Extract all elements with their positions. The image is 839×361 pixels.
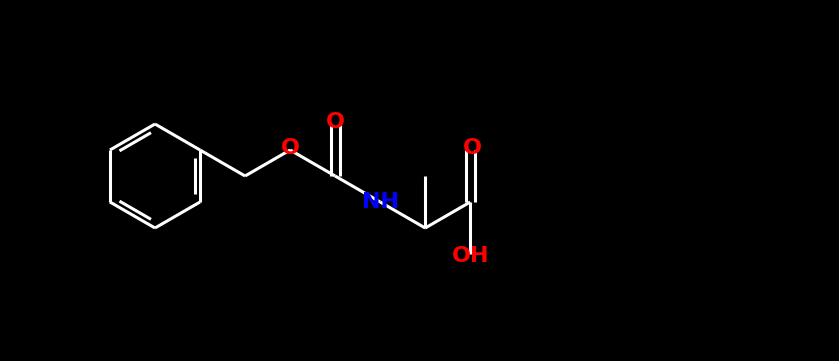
Text: NH: NH bbox=[362, 192, 399, 212]
Text: O: O bbox=[463, 138, 482, 158]
Text: O: O bbox=[326, 112, 345, 132]
Text: O: O bbox=[280, 138, 300, 158]
Text: OH: OH bbox=[451, 246, 489, 266]
